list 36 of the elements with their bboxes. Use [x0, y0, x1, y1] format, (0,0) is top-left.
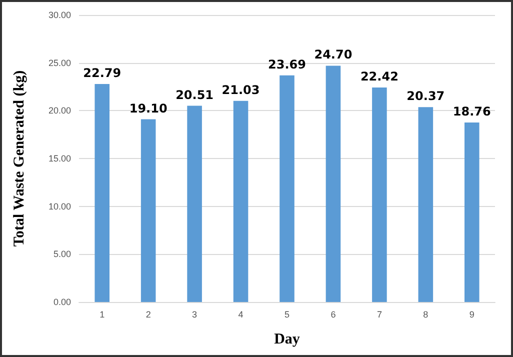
y-tick-label: 0.00 — [53, 297, 71, 307]
data-label: 22.79 — [83, 66, 122, 80]
x-tick-label: 8 — [423, 310, 428, 320]
y-tick-label: 25.00 — [48, 58, 71, 68]
x-tick-label: 7 — [376, 310, 382, 320]
x-tick-label: 6 — [330, 310, 336, 320]
bar — [464, 122, 480, 302]
y-tick-label: 10.00 — [48, 201, 71, 212]
bar — [326, 66, 341, 302]
data-label: 19.10 — [129, 101, 168, 116]
bar — [418, 107, 434, 302]
x-axis-title: Day — [274, 332, 300, 348]
bar — [233, 100, 248, 302]
y-axis-title: Total Waste Generated (kg) — [12, 70, 28, 247]
x-tick-label: 2 — [146, 310, 151, 320]
data-label: 20.37 — [406, 89, 445, 104]
bar — [280, 75, 294, 302]
y-tick-label: 5.00 — [53, 249, 71, 260]
bar — [94, 84, 110, 302]
data-label: 23.69 — [268, 57, 306, 72]
bar — [187, 106, 202, 302]
x-tick-label: 5 — [284, 310, 290, 320]
x-tick-label: 4 — [238, 310, 244, 320]
y-tick-label: 20.00 — [48, 106, 71, 116]
x-tick-label: 9 — [469, 310, 474, 320]
x-tick-label: 3 — [192, 310, 198, 320]
data-label: 18.76 — [452, 104, 491, 119]
data-label: 24.70 — [314, 48, 352, 62]
y-tick-label: 15.00 — [48, 154, 71, 164]
bar — [372, 88, 387, 302]
bar — [140, 119, 156, 302]
data-label: 20.51 — [176, 88, 214, 102]
data-label: 21.03 — [222, 82, 260, 97]
x-tick-label: 1 — [100, 310, 105, 320]
data-label: 22.42 — [360, 70, 398, 84]
y-tick-label: 30.00 — [48, 10, 71, 20]
